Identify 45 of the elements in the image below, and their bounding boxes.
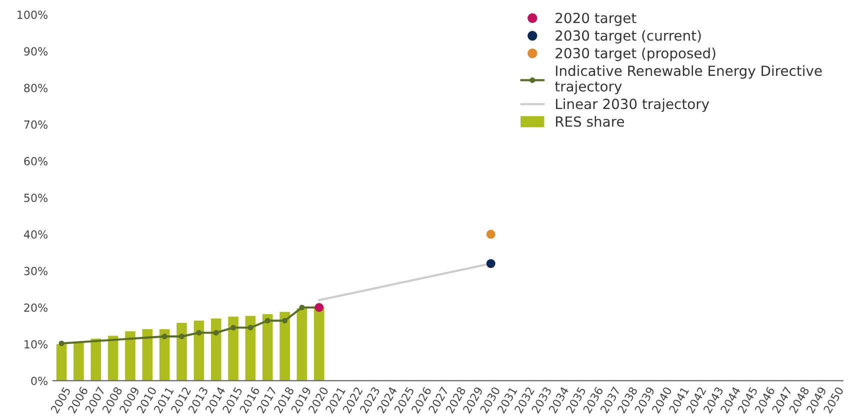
bar (210, 318, 222, 381)
point (486, 230, 496, 239)
y-tick-label: 60% (24, 157, 48, 166)
y-tick-label: 80% (24, 84, 48, 92)
point (264, 318, 270, 324)
bar (314, 307, 324, 381)
y-tick-label: 10% (24, 340, 48, 348)
legend-label: 2020 target (556, 12, 636, 26)
point (299, 304, 305, 310)
bar (159, 329, 170, 381)
point (248, 324, 254, 330)
point (230, 324, 236, 330)
y-tick-label: 70% (24, 120, 48, 129)
legend-label: Indicative Renewable Energy Directive trajectory (554, 65, 822, 94)
legend-label: 2030 target (current) (556, 30, 701, 44)
bar (90, 338, 102, 381)
bar (125, 331, 136, 381)
y-tick-label: 0% (31, 376, 48, 386)
bar (194, 320, 204, 381)
bar (56, 344, 67, 381)
point (213, 330, 219, 336)
bar (228, 316, 238, 381)
bar (280, 312, 290, 381)
point (178, 334, 185, 340)
y-tick-label: 30% (24, 266, 48, 276)
point (486, 259, 496, 268)
bar (296, 308, 308, 381)
point (196, 330, 202, 336)
bar (74, 342, 84, 381)
bar (108, 336, 118, 381)
bar (245, 316, 256, 381)
y-tick-label: 40% (24, 230, 48, 239)
point (162, 334, 168, 340)
legend-label: Linear 2030 trajectory (556, 98, 710, 112)
y-tick-label: 90% (24, 47, 48, 56)
y-tick-label: 100% (18, 10, 48, 19)
y-tick-label: 20% (24, 303, 48, 312)
y-tick-label: 50% (24, 194, 48, 202)
legend-label: 2030 target (proposed) (556, 48, 716, 62)
point (282, 318, 288, 324)
bar (262, 314, 273, 381)
bar (176, 322, 187, 381)
legend-label: RES share (556, 116, 624, 127)
bar (142, 329, 153, 381)
point (58, 340, 64, 346)
